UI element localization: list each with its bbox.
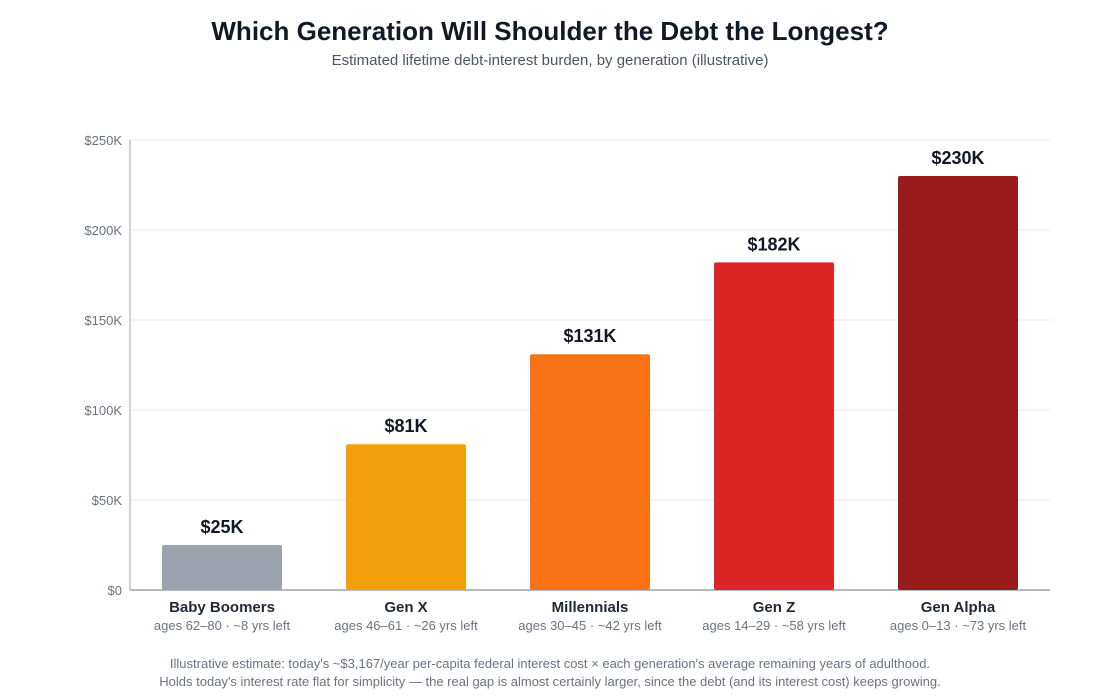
bar <box>898 176 1018 590</box>
bar-value-label: $182K <box>747 234 800 254</box>
bar-value-label: $81K <box>384 416 427 436</box>
bar-value-label: $230K <box>931 148 984 168</box>
x-tick-sublabel: ages 0–13 · ~73 yrs left <box>890 618 1027 633</box>
y-tick-label: $50K <box>92 493 123 508</box>
x-tick-label: Millennials <box>552 599 629 616</box>
chart-subtitle: Estimated lifetime debt-interest burden,… <box>331 52 769 69</box>
bar-value-label: $131K <box>563 326 616 346</box>
y-tick-label: $200K <box>84 223 122 238</box>
y-tick-label: $250K <box>84 133 122 148</box>
y-tick-label: $150K <box>84 313 122 328</box>
footnote-line-2: Holds today's interest rate flat for sim… <box>159 674 941 689</box>
bar-value-label: $25K <box>200 517 243 537</box>
bar <box>530 354 650 590</box>
chart-title: Which Generation Will Shoulder the Debt … <box>211 16 889 46</box>
x-tick-sublabel: ages 62–80 · ~8 yrs left <box>154 618 291 633</box>
footnote-line-1: Illustrative estimate: today's ~$3,167/y… <box>169 656 931 671</box>
x-tick-label: Gen Z <box>753 599 796 616</box>
x-tick-sublabel: ages 46–61 · ~26 yrs left <box>334 618 478 633</box>
x-tick-label: Gen Alpha <box>921 599 996 616</box>
x-tick-sublabel: ages 30–45 · ~42 yrs left <box>518 618 662 633</box>
y-tick-label: $100K <box>84 403 122 418</box>
x-tick-label: Baby Boomers <box>169 599 275 616</box>
bar <box>162 545 282 590</box>
x-tick-label: Gen X <box>384 599 427 616</box>
bar <box>346 444 466 590</box>
bar <box>714 262 834 590</box>
x-tick-sublabel: ages 14–29 · ~58 yrs left <box>702 618 846 633</box>
y-tick-label: $0 <box>108 583 122 598</box>
